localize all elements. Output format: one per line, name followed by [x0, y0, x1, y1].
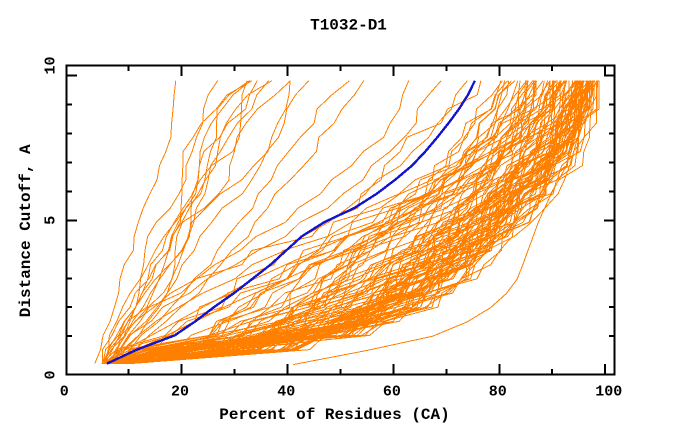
svg-text:60: 60 [383, 383, 401, 400]
svg-text:80: 80 [489, 383, 507, 400]
svg-text:20: 20 [171, 383, 189, 400]
svg-text:0: 0 [60, 383, 69, 400]
svg-text:5: 5 [43, 216, 60, 225]
svg-text:Percent of Residues (CA): Percent of Residues (CA) [219, 406, 449, 424]
svg-text:10: 10 [43, 56, 60, 74]
svg-text:0: 0 [43, 370, 60, 379]
svg-text:T1032-D1: T1032-D1 [310, 17, 387, 35]
svg-text:40: 40 [277, 383, 295, 400]
svg-text:100: 100 [595, 383, 622, 400]
svg-text:Distance Cutoff, A: Distance Cutoff, A [17, 144, 35, 317]
